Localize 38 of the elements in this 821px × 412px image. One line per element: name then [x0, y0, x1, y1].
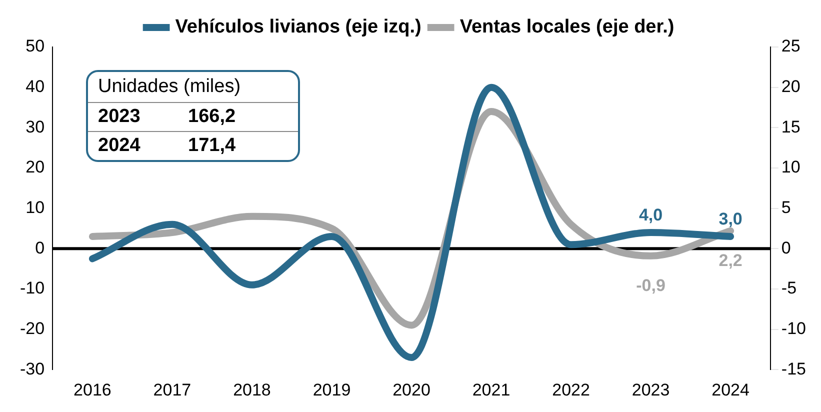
- y-tick-label: 30: [26, 117, 45, 136]
- y-tick-label: 50: [26, 36, 45, 56]
- annotation: 166,2: [188, 106, 236, 128]
- data-label: 4,0: [638, 206, 663, 225]
- y-tick-label: 0: [35, 238, 45, 258]
- data-label: -0,9: [636, 276, 666, 296]
- y-tick-label: 10: [26, 198, 45, 217]
- y2-tick-label: -15: [781, 359, 806, 378]
- x-tick-label: 2017: [153, 380, 192, 400]
- y2-tick-label: 0: [781, 238, 791, 258]
- annotation: 171,4: [188, 135, 236, 157]
- y2-tick-label: 25: [781, 36, 800, 56]
- y2-tick-label: 15: [781, 117, 800, 136]
- x-tick-label: 2023: [632, 380, 670, 400]
- y-tick-label: -20: [20, 318, 45, 338]
- annotation: 2024: [98, 135, 142, 157]
- x-tick-label: 2018: [233, 380, 271, 400]
- x-tick-label: 2024: [712, 380, 750, 400]
- annotation: Unidades (miles): [88, 72, 298, 103]
- y-tick-label: 20: [26, 158, 45, 177]
- y-tick-label: 40: [26, 77, 45, 96]
- y2-tick-label: -10: [781, 318, 806, 338]
- x-tick-label: 2021: [472, 380, 510, 400]
- y2-tick-label: 20: [781, 77, 800, 96]
- x-tick-label: 2022: [552, 380, 590, 400]
- y-tick-label: -10: [20, 278, 45, 298]
- x-tick-label: 2020: [392, 380, 430, 400]
- y2-tick-label: 5: [781, 198, 791, 217]
- data-label: 3,0: [718, 210, 742, 229]
- legend-label: Vehículos livianos (eje izq.): [175, 16, 422, 38]
- x-tick-label: 2019: [312, 380, 351, 400]
- y2-tick-label: -5: [781, 278, 797, 298]
- data-label: 2,2: [718, 251, 742, 270]
- y2-tick-label: 10: [781, 158, 800, 177]
- y-tick-label: -30: [20, 359, 45, 378]
- legend-label: Ventas locales (eje der.): [460, 16, 674, 38]
- x-tick-label: 2016: [74, 380, 112, 400]
- annotation: 2023: [98, 106, 142, 128]
